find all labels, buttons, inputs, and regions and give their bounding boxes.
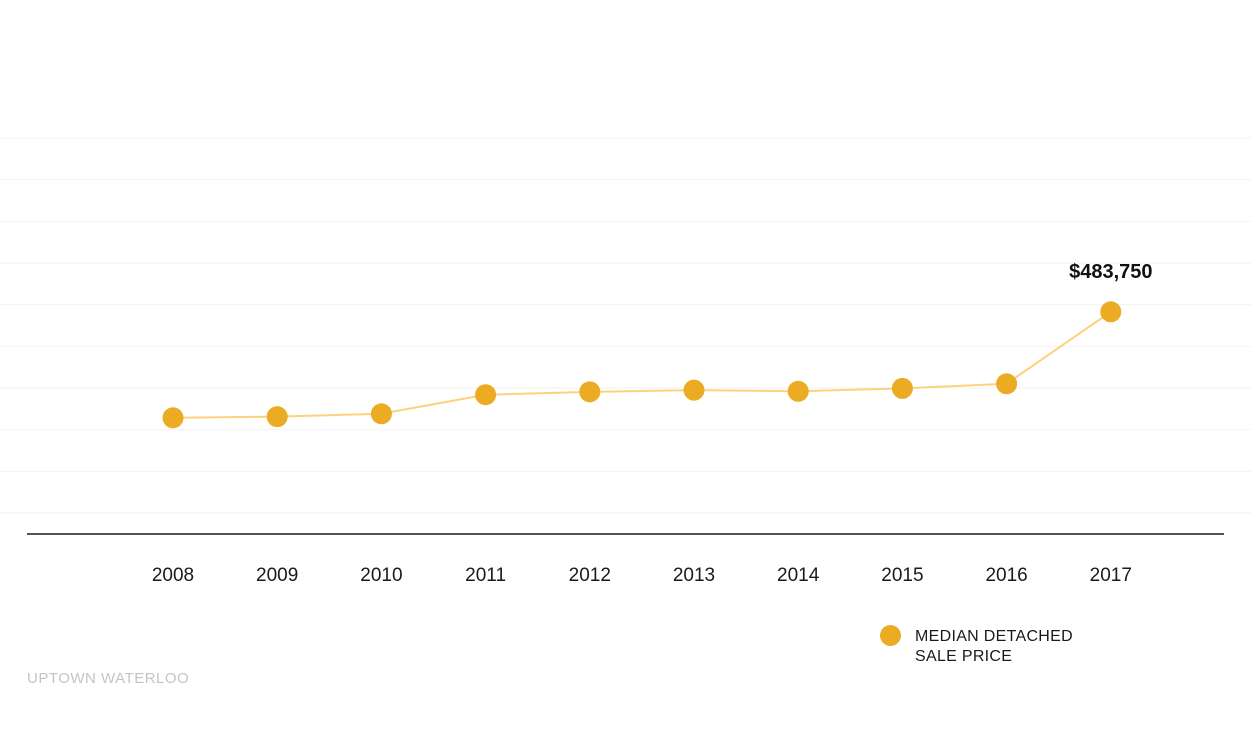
x-tick-label: 2014 xyxy=(777,565,820,586)
data-point xyxy=(475,384,497,406)
data-point xyxy=(996,373,1018,395)
series-group xyxy=(162,301,1122,429)
x-tick-label: 2013 xyxy=(673,565,715,586)
legend-label: MEDIAN DETACHED SALE PRICE xyxy=(915,627,1073,667)
legend-label-line-2: SALE PRICE xyxy=(915,648,1013,665)
x-tick-label: 2008 xyxy=(152,565,194,586)
data-point xyxy=(1100,301,1122,323)
data-label: $483,750 xyxy=(1069,261,1152,283)
data-labels: $483,750 xyxy=(1069,261,1152,283)
data-point xyxy=(162,407,184,429)
legend-label-line-1: MEDIAN DETACHED xyxy=(915,628,1073,645)
data-point xyxy=(787,380,809,402)
x-tick-label: 2017 xyxy=(1090,565,1132,586)
watermark-text: UPTOWN WATERLOO xyxy=(27,670,190,687)
x-tick-label: 2016 xyxy=(985,565,1027,586)
gridlines xyxy=(0,137,1251,514)
x-tick-label: 2010 xyxy=(360,565,402,586)
data-point xyxy=(370,403,392,425)
series-line xyxy=(172,310,1112,419)
legend: MEDIAN DETACHED SALE PRICE xyxy=(880,625,1073,667)
data-point xyxy=(891,377,913,399)
data-point xyxy=(266,406,288,428)
data-point xyxy=(683,379,705,401)
data-point xyxy=(579,381,601,403)
x-tick-label: 2012 xyxy=(569,565,611,586)
legend-swatch-icon xyxy=(880,625,901,646)
x-tick-label: 2011 xyxy=(465,565,506,586)
x-tick-label: 2015 xyxy=(881,565,923,586)
x-tick-labels: 2008 2009 2010 2011 2012 2013 2014 2015 2016 2017 xyxy=(152,565,1132,586)
x-tick-label: 2009 xyxy=(256,565,298,586)
